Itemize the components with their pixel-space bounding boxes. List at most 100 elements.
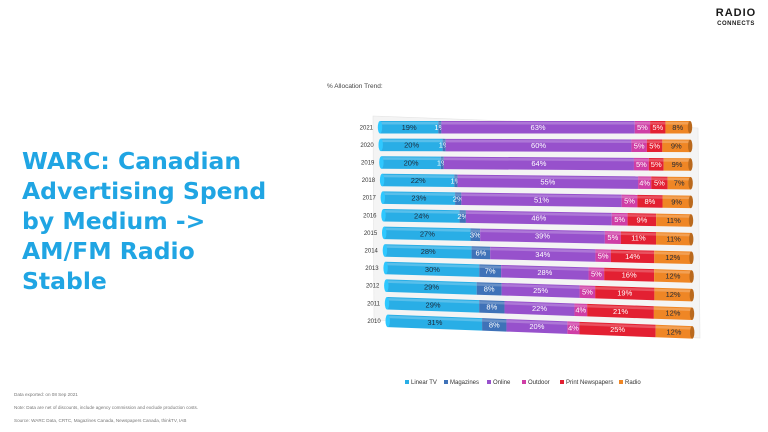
bar-segment-print-newspapers-2019 [648,158,664,171]
data-label-online-2021: 63% [531,123,546,132]
bar-highlight-linear-tv-2021 [380,122,439,125]
bar-segment-print-newspapers-2010 [579,321,656,338]
data-label-print-newspapers-2020: 5% [649,141,660,150]
year-label-2018: 2018 [362,178,376,184]
data-label-linear-tv-2011: 29% [426,300,441,309]
bar-highlight-linear-tv-2017 [382,192,456,196]
bar-highlight-magazines-2015 [470,229,481,233]
data-label-online-2012: 25% [533,286,548,295]
bar-segment-magazines-2011 [479,300,505,314]
bar-segment-magazines-2014 [471,246,491,260]
bar-cap-right-2019 [688,158,693,171]
slide-headline: WARC: Canadian Advertising Spend by Medi… [22,147,267,295]
bar-highlight-outdoor-2012 [579,286,596,290]
chart-legend: Linear TV Magazines Online Outdoor Print New… [405,380,641,386]
data-label-linear-tv-2014: 28% [421,247,436,256]
bar-cap-left-2018 [379,173,385,187]
data-label-magazines-2020: 1% [439,141,450,150]
data-label-outdoor-2021: 5% [637,123,648,132]
bar-segment-online-2017 [461,192,622,208]
bar-highlight-radio-2014 [654,251,692,256]
legend-swatch-linear-tv [405,380,409,384]
data-label-linear-tv-2020: 20% [404,141,419,150]
bar-segment-magazines-2010 [482,318,507,332]
data-label-outdoor-2020: 5% [634,141,645,150]
bar-segment-radio-2015 [656,232,692,246]
data-label-print-newspapers-2012: 19% [617,289,632,298]
bar-highlight-print-newspapers-2021 [650,122,666,125]
bar-highlight-linear-tv-2012 [386,280,477,286]
data-label-online-2013: 28% [537,268,552,277]
bar-segment-radio-2011 [653,306,692,320]
bar-cap-left-2016 [381,209,386,222]
note-exported: Data exported: on 08 Sep 2021 [14,392,78,397]
bar-highlight-outdoor-2016 [611,213,628,217]
bar-segment-linear-tv-2018 [382,173,455,188]
bar-highlight-radio-2012 [654,288,692,293]
bar-segment-radio-2021 [665,121,690,134]
bar-segment-outdoor-2010 [567,321,580,335]
data-label-print-newspapers-2010: 25% [610,325,625,334]
data-label-outdoor-2013: 5% [591,269,602,278]
logo-line-1: RADIO [715,7,757,19]
bar-highlight-radio-2018 [667,177,691,181]
bar-highlight-print-newspapers-2013 [604,268,655,273]
data-label-linear-tv-2013: 30% [425,265,440,274]
bar-segment-magazines-2012 [476,282,502,296]
legend-swatch-outdoor [522,380,526,384]
year-label-2020: 2020 [360,143,374,149]
data-label-radio-2013: 12% [665,272,680,281]
bar-segment-magazines-2018 [454,174,458,188]
year-label-2016: 2016 [363,213,377,219]
bar-cap-left-2013 [383,261,388,275]
bar-cap-left-2021 [377,121,383,134]
data-label-online-2016: 46% [531,214,546,223]
bar-highlight-print-newspapers-2018 [651,177,668,181]
data-label-radio-2021: 8% [672,123,683,132]
bar-highlight-outdoor-2018 [638,177,652,181]
bar-segment-linear-tv-2010 [387,314,483,331]
bar-segment-online-2010 [506,319,568,334]
bar-segment-print-newspapers-2015 [620,231,657,245]
bar-segment-outdoor-2018 [638,176,652,190]
bar-segment-print-newspapers-2021 [650,121,666,134]
data-label-magazines-2011: 8% [486,302,497,311]
data-label-online-2020: 60% [531,141,546,150]
bar-highlight-radio-2016 [656,214,691,218]
bar-highlight-print-newspapers-2015 [620,232,657,236]
bar-highlight-outdoor-2020 [631,140,647,143]
bar-cap-right-2014 [689,251,694,265]
bar-cap-left-2012 [384,279,389,292]
bar-segment-magazines-2020 [442,138,446,152]
data-label-magazines-2013: 7% [485,267,496,276]
bar-segment-outdoor-2019 [633,157,649,171]
data-label-magazines-2014: 6% [475,248,486,257]
data-label-online-2011: 22% [532,304,547,313]
bar-highlight-online-2011 [504,302,575,307]
bar-highlight-online-2020 [445,139,632,143]
bar-segment-online-2011 [504,301,575,316]
year-label-2017: 2017 [362,196,376,202]
data-label-linear-tv-2018: 22% [411,176,426,185]
data-label-print-newspapers-2015: 11% [631,234,646,243]
data-label-magazines-2021: 1% [434,123,445,132]
data-label-print-newspapers-2014: 14% [625,252,640,261]
bar-cap-right-2016 [688,214,694,227]
year-label-2021: 2021 [360,125,374,131]
year-label-2013: 2013 [365,266,379,272]
bar-segment-online-2020 [445,138,632,152]
bar-segment-outdoor-2012 [579,285,596,299]
bar-segment-radio-2014 [654,250,692,265]
bar-highlight-online-2016 [465,211,612,217]
data-label-print-newspapers-2019: 5% [651,160,662,169]
bar-segment-radio-2013 [654,269,692,283]
logo-line-2: CONNECTS [717,21,755,27]
legend-label-linear-tv: Linear TV [411,380,437,386]
data-label-magazines-2018: 1% [451,176,462,185]
chart-canvas: 2021 19% 1% 63% 5% 5% 8%2020 20% 1% 60% 5% 5% 9%2019… [360,115,701,386]
data-label-radio-2019: 9% [672,160,683,169]
bar-highlight-radio-2021 [665,122,690,125]
data-label-radio-2020: 9% [671,141,682,150]
data-label-radio-2011: 12% [665,309,680,318]
bar-highlight-magazines-2013 [479,265,502,269]
